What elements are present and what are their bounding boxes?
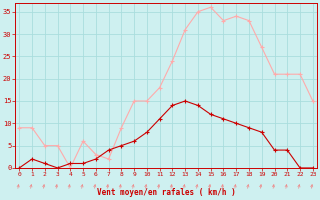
X-axis label: Vent moyen/en rafales ( km/h ): Vent moyen/en rafales ( km/h ) xyxy=(97,188,236,197)
